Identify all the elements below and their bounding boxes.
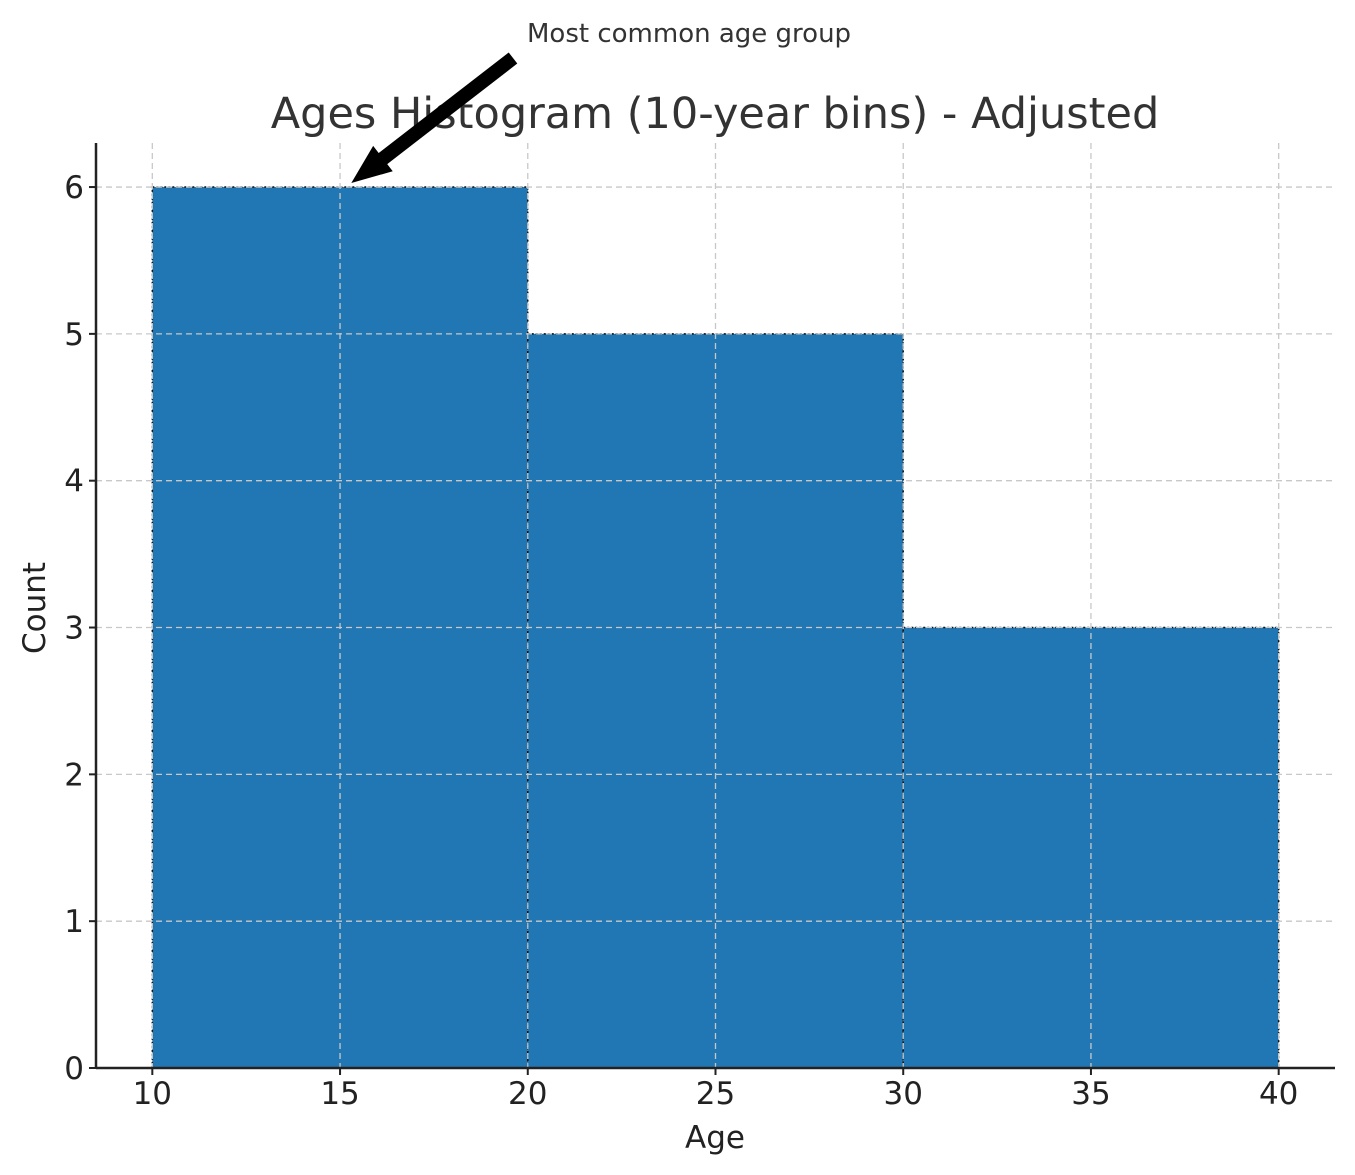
x-tick-label: 25 (696, 1076, 735, 1112)
annotation-text: Most common age group (527, 19, 851, 49)
x-axis-label: Age (685, 1120, 745, 1156)
x-tick-label: 40 (1259, 1076, 1298, 1112)
x-tick-label: 10 (133, 1076, 172, 1112)
y-tick-label: 2 (64, 757, 84, 793)
y-tick-label: 6 (64, 170, 84, 206)
chart-title: Ages Histogram (10-year bins) - Adjusted (271, 89, 1160, 139)
y-tick-label: 0 (64, 1051, 84, 1087)
y-axis-label: Count (17, 562, 53, 654)
axes-layer: 10 15 20 25 30 35 40 0 1 2 3 4 5 6 (64, 143, 1335, 1112)
y-tick-label: 1 (64, 904, 84, 940)
y-tick-label: 4 (64, 464, 84, 500)
x-tick-label: 35 (1071, 1076, 1110, 1112)
annotation-layer: Most common age group (351, 19, 851, 184)
x-tick-label: 20 (508, 1076, 547, 1112)
y-tick-label: 3 (64, 611, 84, 647)
x-tick-label: 15 (320, 1076, 359, 1112)
x-tick-label: 30 (884, 1076, 923, 1112)
y-tick-label: 5 (64, 317, 84, 353)
annotation-arrow (351, 52, 518, 184)
